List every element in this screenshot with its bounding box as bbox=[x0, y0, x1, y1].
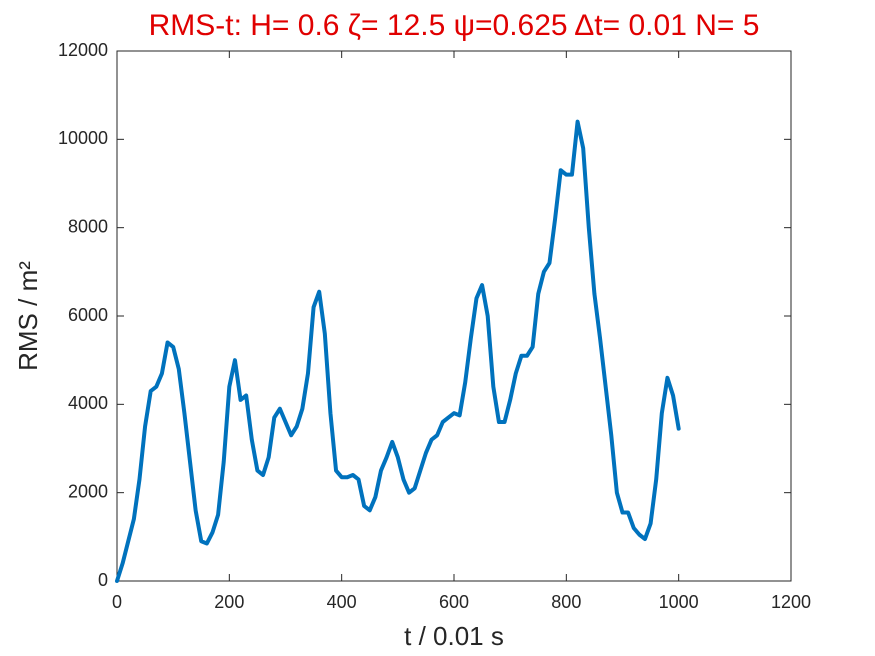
y-tick-label: 8000 bbox=[68, 216, 108, 236]
y-tick-label: 12000 bbox=[58, 40, 108, 60]
y-tick-label: 6000 bbox=[68, 305, 108, 325]
y-tick-label: 2000 bbox=[68, 481, 108, 501]
chart-title: RMS-t: H= 0.6 ζ= 12.5 ψ=0.625 Δt= 0.01 N… bbox=[149, 9, 760, 42]
x-tick-label: 400 bbox=[327, 592, 357, 612]
x-tick-label: 1200 bbox=[771, 592, 811, 612]
x-axis-label: t / 0.01 s bbox=[404, 621, 504, 651]
x-tick-label: 200 bbox=[214, 592, 244, 612]
y-axis-label: RMS / m² bbox=[13, 261, 43, 371]
y-tick-label: 0 bbox=[98, 570, 108, 590]
data-line bbox=[115, 119, 681, 583]
x-tick-label: 800 bbox=[551, 592, 581, 612]
x-tick-label: 1000 bbox=[659, 592, 699, 612]
y-tick-label: 4000 bbox=[68, 393, 108, 413]
x-tick-label: 600 bbox=[439, 592, 469, 612]
x-tick-label: 0 bbox=[112, 592, 122, 612]
y-tick-label: 10000 bbox=[58, 128, 108, 148]
